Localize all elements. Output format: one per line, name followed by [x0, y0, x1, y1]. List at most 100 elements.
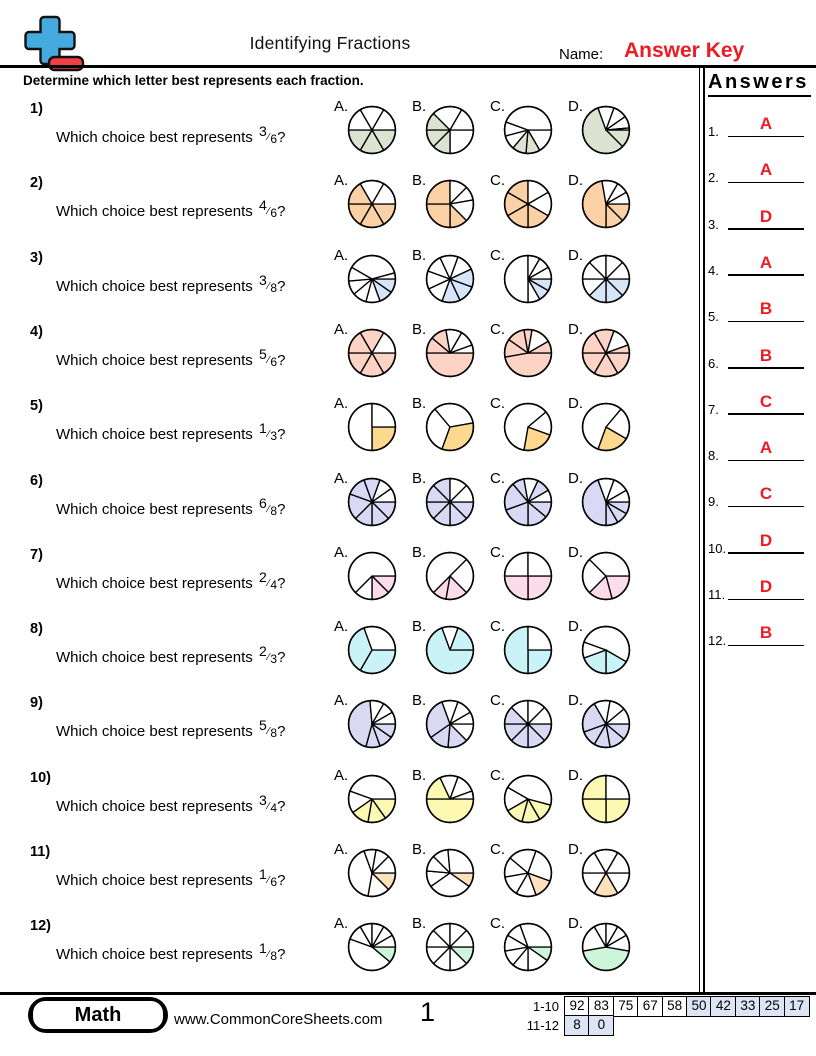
question-options: A. B. C. D. — [334, 321, 700, 395]
option-b: B. — [412, 618, 490, 682]
prompt-suffix: ? — [277, 351, 286, 369]
option-d: D. — [568, 767, 646, 831]
fraction-pie — [347, 402, 397, 452]
prompt-suffix: ? — [277, 500, 286, 518]
question-prompt: Which choice best represents 3⁄8? — [56, 272, 285, 295]
option-label: B. — [412, 320, 427, 338]
option-a: A. — [334, 172, 412, 236]
fraction-slash: ⁄ — [267, 503, 270, 515]
fraction-pie — [503, 551, 553, 600]
question-options: A. B. C. D. — [334, 915, 700, 989]
option-c: C. — [490, 98, 568, 162]
answer-letter: B — [759, 345, 773, 365]
option-d: D. — [568, 841, 646, 905]
fraction-pie — [347, 774, 397, 823]
option-label: A. — [334, 766, 349, 784]
option-a: A. — [334, 544, 412, 608]
question-prompt: Which choice best represents 5⁄8? — [56, 717, 286, 741]
answer-item: 8. A — [706, 425, 810, 469]
question-number: 2) — [30, 175, 43, 192]
score-cell: 83 — [588, 996, 615, 1017]
option-label: B. — [412, 246, 427, 264]
answer-blank-line — [728, 459, 804, 462]
pie-outline — [581, 700, 631, 749]
pie-outline — [425, 848, 475, 898]
pie-outline — [425, 254, 475, 303]
answer-number: 5. — [708, 309, 719, 325]
fraction-pie — [347, 180, 397, 229]
fraction-numerator: 1 — [258, 420, 267, 437]
fraction-pie — [503, 180, 553, 229]
prompt-suffix: ? — [277, 203, 286, 221]
prompt-suffix: ? — [277, 946, 286, 964]
question-row: 11) Which choice best represents 1⁄6? A. B.… — [0, 841, 700, 915]
answer-key-value: Answer Key — [624, 39, 745, 62]
fraction-pie — [425, 551, 475, 600]
instruction-text: Determine which letter best represents e… — [23, 73, 364, 88]
option-label: A. — [334, 469, 349, 487]
answer-number: 12. — [708, 633, 727, 649]
answer-letter: A — [759, 114, 773, 133]
pie-slice — [425, 798, 475, 823]
minus-icon — [47, 55, 85, 72]
option-d: D. — [568, 98, 646, 162]
subject-badge: Math — [28, 997, 168, 1033]
option-b: B. — [412, 395, 490, 459]
question-row: 4) Which choice best represents 5⁄6? A. B. C… — [0, 321, 700, 395]
option-a: A. — [334, 915, 412, 979]
score-cell: 67 — [637, 996, 664, 1017]
option-b: B. — [412, 544, 490, 608]
answer-number: 8. — [708, 448, 719, 464]
option-d: D. — [568, 172, 646, 236]
fraction-pie — [425, 848, 475, 898]
fraction-numerator: 3 — [258, 271, 267, 288]
pie-outline — [425, 328, 475, 378]
pie-outline — [347, 402, 397, 452]
pie-outline — [503, 774, 553, 823]
option-a: A. — [334, 247, 412, 311]
option-a: A. — [334, 98, 412, 162]
question-prompt: Which choice best represents 3⁄4? — [56, 792, 286, 815]
plus-minus-logo-icon — [24, 15, 85, 72]
pie-outline — [425, 700, 475, 749]
question-row: 5) Which choice best represents 1⁄3? A. B. C… — [0, 395, 700, 469]
prompt-suffix: ? — [277, 723, 286, 741]
prompt-text: Which choice best represents — [56, 277, 257, 295]
fraction-denominator: 8 — [270, 949, 278, 964]
option-label: D. — [568, 246, 583, 264]
fraction-slash: ⁄ — [267, 206, 270, 218]
fraction-slash: ⁄ — [267, 652, 270, 664]
pie-slice — [425, 352, 475, 377]
option-label: A. — [334, 172, 349, 190]
prompt-suffix: ? — [277, 797, 286, 815]
fraction-numerator: 2 — [258, 568, 267, 585]
prompt-suffix: ? — [277, 426, 286, 444]
pie-outline — [347, 105, 397, 155]
pie-outline — [347, 625, 397, 675]
question-row: 6) Which choice best represents 6⁄8? A. B. C… — [0, 470, 700, 544]
fraction-denominator: 6 — [270, 354, 278, 369]
option-label: C. — [490, 766, 505, 784]
prompt-text: Which choice best represents — [56, 723, 257, 741]
pie-outline — [503, 402, 553, 452]
question-row: 12) Which choice best represents 1⁄8? A. B.… — [0, 915, 700, 989]
question-prompt: Which choice best represents 1⁄6? — [56, 866, 285, 889]
option-label: A. — [334, 98, 349, 115]
fraction-pie — [347, 105, 397, 155]
answer-item: 10. D — [706, 518, 810, 562]
option-d: D. — [568, 915, 646, 979]
fraction-pie — [581, 254, 631, 303]
score-cell: 8 — [564, 1015, 590, 1037]
prompt-text: Which choice best represents — [56, 426, 257, 444]
fraction-numerator: 3 — [258, 791, 267, 808]
answer-letter: A — [759, 160, 773, 180]
question-row: 8) Which choice best represents 2⁄3? A. B. C… — [0, 618, 700, 692]
pie-outline — [503, 180, 553, 229]
option-label: D. — [568, 841, 583, 858]
pie-outline — [581, 180, 631, 229]
fraction-denominator: 8 — [270, 503, 278, 518]
question-options: A. B. C. D. — [334, 470, 700, 544]
fraction-pie — [503, 328, 553, 378]
option-label: C. — [490, 469, 505, 487]
